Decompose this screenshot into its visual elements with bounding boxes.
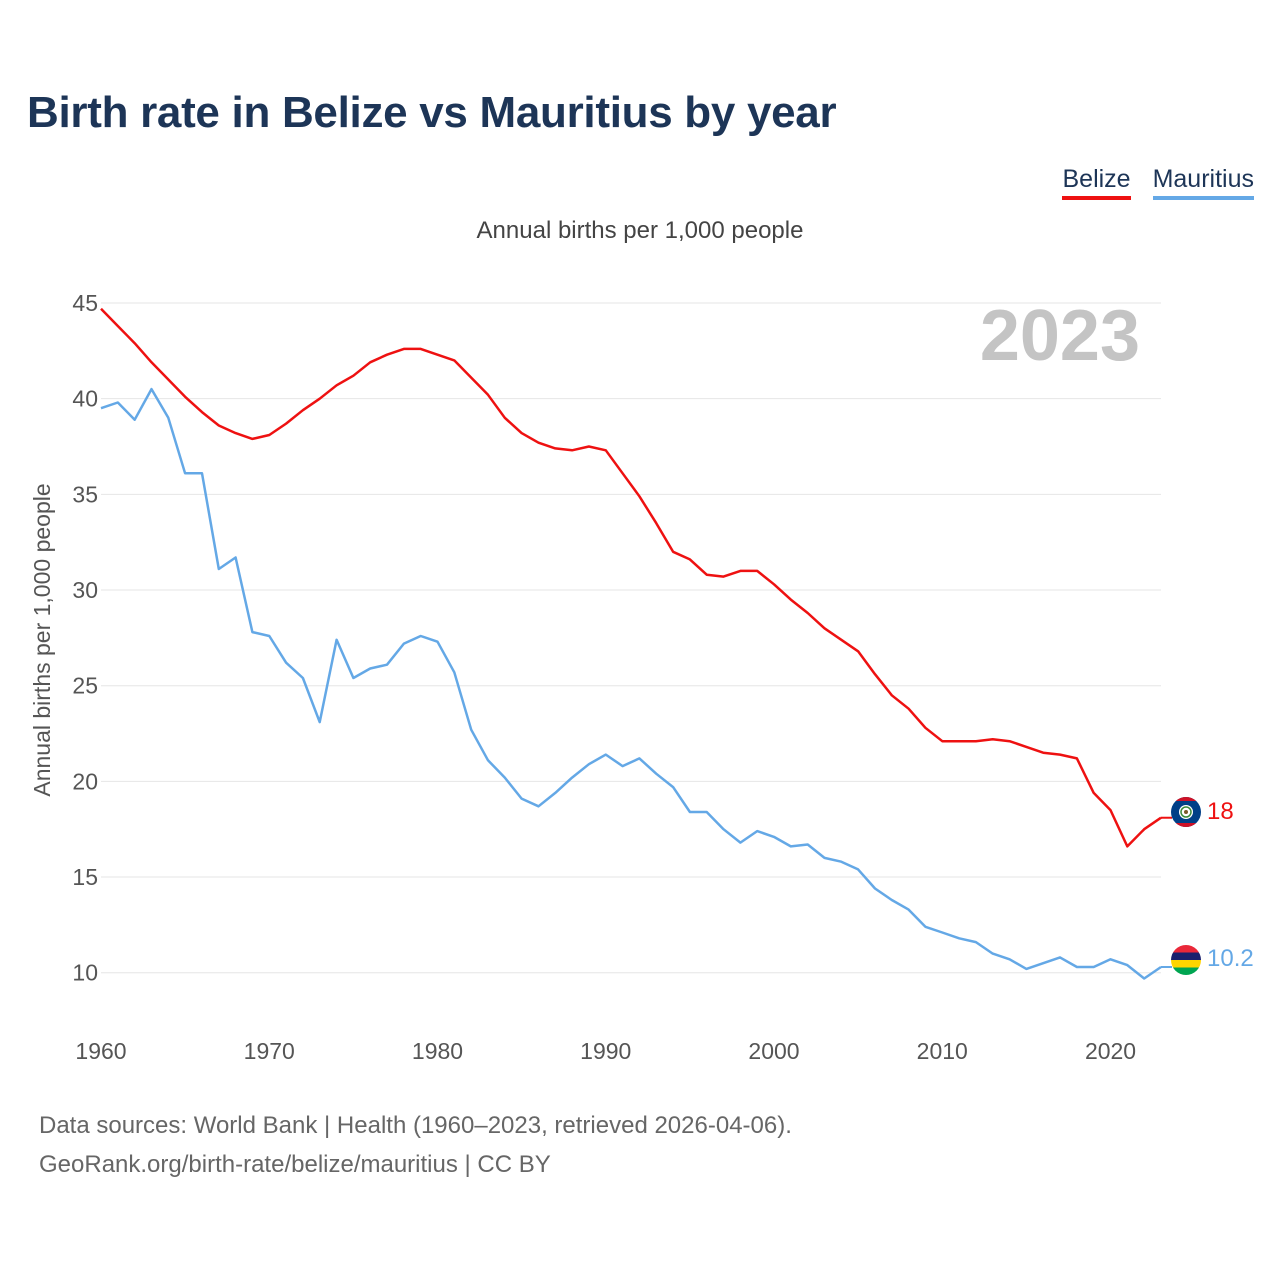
x-tick-label: 1990: [580, 1038, 631, 1064]
x-axis-ticks: 1960 1970 1980 1990 2000 2010 2020: [75, 1038, 1136, 1064]
x-tick-label: 1980: [412, 1038, 463, 1064]
source-note: Data sources: World Bank | Health (1960–…: [39, 1106, 792, 1184]
y-tick-label: 15: [72, 864, 98, 890]
y-axis-ticks: 10 15 20 25 30 35 40 45: [72, 290, 98, 986]
x-tick-label: 2020: [1085, 1038, 1136, 1064]
legend-item-belize[interactable]: Belize: [1062, 164, 1131, 200]
y-tick-label: 40: [72, 386, 98, 412]
chart-title: Birth rate in Belize vs Mauritius by yea…: [27, 88, 837, 137]
series-line-mauritius[interactable]: [100, 387, 1162, 980]
series-line-belize[interactable]: [100, 307, 1162, 848]
belize-end-label: 18: [1207, 798, 1234, 825]
y-axis-label: Annual births per 1,000 people: [29, 483, 55, 796]
source-line-2: GeoRank.org/birth-rate/belize/mauritius …: [39, 1151, 551, 1178]
year-watermark: 2023: [980, 296, 1140, 376]
chart-subtitle: Annual births per 1,000 people: [476, 217, 804, 244]
mauritius-flag-icon: [1171, 945, 1201, 975]
y-tick-label: 45: [72, 290, 98, 316]
y-tick-label: 10: [72, 960, 98, 986]
y-tick-label: 25: [72, 673, 98, 699]
gridlines: [101, 302, 1161, 974]
x-tick-label: 2010: [917, 1038, 968, 1064]
y-tick-label: 30: [72, 577, 98, 603]
y-tick-label: 35: [72, 481, 98, 507]
legend: Belize Mauritius: [1062, 164, 1254, 200]
legend-item-mauritius[interactable]: Mauritius: [1152, 164, 1254, 200]
x-tick-label: 2000: [748, 1038, 799, 1064]
y-tick-label: 20: [72, 768, 98, 794]
mauritius-end-label: 10.2: [1207, 945, 1254, 972]
x-tick-label: 1970: [244, 1038, 295, 1064]
source-line-1: Data sources: World Bank | Health (1960–…: [39, 1112, 792, 1139]
series-lines: [100, 307, 1172, 980]
belize-flag-icon: [1171, 797, 1201, 827]
x-tick-label: 1960: [75, 1038, 126, 1064]
